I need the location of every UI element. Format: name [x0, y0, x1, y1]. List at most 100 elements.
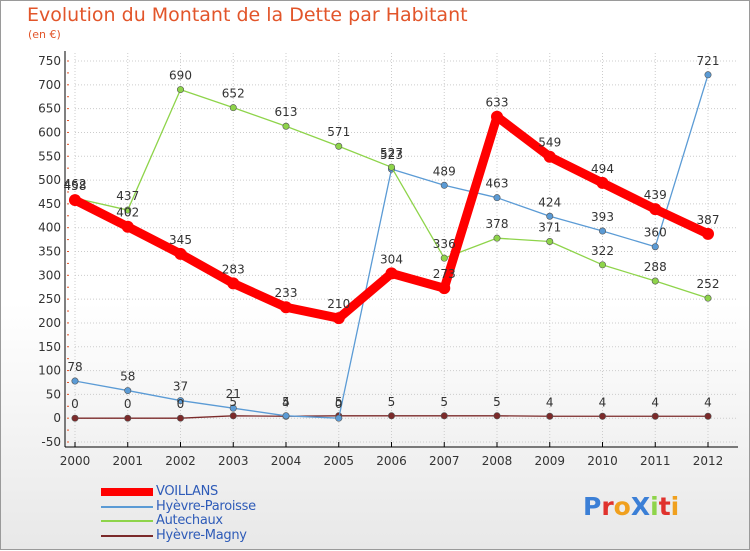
data-label: 402 — [116, 206, 139, 220]
logo-letter: t — [658, 492, 671, 521]
data-label: 273 — [433, 267, 456, 281]
data-point — [335, 142, 343, 150]
data-label: 78 — [67, 360, 82, 374]
data-point — [229, 404, 237, 412]
data-point — [387, 163, 395, 171]
data-point — [702, 227, 714, 240]
data-label: 523 — [380, 148, 403, 162]
legend-swatch — [101, 488, 153, 497]
data-label: 5 — [335, 395, 343, 409]
data-point — [440, 254, 448, 262]
data-label: 371 — [538, 220, 561, 234]
data-label: 288 — [644, 260, 667, 274]
x-tick-label: 2011 — [640, 454, 671, 468]
data-point — [596, 176, 609, 189]
data-point — [598, 261, 606, 269]
data-label: 549 — [538, 136, 561, 150]
data-label: 210 — [327, 297, 350, 311]
proxiti-logo: ProXiti — [583, 492, 679, 521]
chart-subtitle: (en €) — [28, 28, 61, 41]
data-point — [491, 110, 503, 123]
x-tick-label: 2006 — [376, 454, 407, 468]
y-tick-label: 50 — [46, 387, 61, 401]
data-point — [177, 86, 185, 94]
data-label: 721 — [697, 54, 720, 68]
data-label: 5 — [229, 395, 237, 409]
data-point — [546, 212, 554, 220]
x-tick-label: 2005 — [323, 454, 354, 468]
data-label: 4 — [704, 395, 712, 409]
data-label: 233 — [275, 286, 298, 300]
data-point — [124, 387, 132, 395]
x-tick-label: 2004 — [271, 454, 302, 468]
data-label: 458 — [64, 179, 87, 193]
legend-swatch — [101, 534, 153, 537]
data-point — [121, 220, 134, 233]
data-label: 336 — [433, 237, 456, 251]
data-point — [440, 412, 448, 420]
data-label: 424 — [538, 195, 561, 209]
data-label: 437 — [116, 189, 139, 203]
data-point — [71, 377, 79, 385]
y-tick-label: 150 — [38, 340, 61, 354]
data-label: 690 — [169, 69, 192, 83]
data-point — [124, 414, 132, 422]
data-label: 494 — [591, 162, 614, 176]
data-point — [704, 294, 712, 302]
data-label: 613 — [275, 105, 298, 119]
data-point — [649, 203, 662, 216]
data-label: 360 — [644, 226, 667, 240]
data-label: 0 — [124, 397, 132, 411]
data-point — [282, 122, 290, 130]
y-tick-label: 700 — [38, 78, 61, 92]
logo-letter: r — [601, 492, 614, 521]
logo-letter: o — [613, 492, 631, 521]
legend-label: Hyèvre-Magny — [156, 527, 247, 543]
data-point — [438, 282, 451, 295]
legend-label: Autechaux — [156, 513, 223, 528]
data-label: 5 — [282, 395, 290, 409]
legend-swatch — [101, 520, 153, 523]
data-point — [332, 312, 345, 325]
data-label: 4 — [282, 395, 290, 409]
data-point — [598, 227, 606, 235]
y-tick-label: 200 — [38, 316, 61, 330]
data-point — [546, 412, 554, 420]
data-label: 0 — [177, 397, 185, 411]
data-point — [440, 181, 448, 189]
logo-letter: i — [650, 492, 659, 521]
data-label: 21 — [226, 387, 241, 401]
data-point — [227, 277, 240, 290]
data-label: 0 — [71, 397, 79, 411]
x-tick-label: 2008 — [482, 454, 513, 468]
y-tick-label: -50 — [41, 435, 61, 449]
logo-letter: i — [670, 492, 680, 521]
y-tick-label: 300 — [38, 268, 61, 282]
data-point — [651, 412, 659, 420]
legend-label: VOILLANS — [156, 484, 218, 499]
data-label: 462 — [64, 177, 87, 191]
y-tick-label: 350 — [38, 245, 61, 259]
y-tick-label: 650 — [38, 102, 61, 116]
data-point — [387, 412, 395, 420]
y-tick-label: 600 — [38, 125, 61, 139]
data-point — [124, 206, 132, 214]
data-point — [282, 412, 290, 420]
y-tick-label: 750 — [38, 54, 61, 68]
data-label: 322 — [591, 244, 614, 258]
data-label: 304 — [380, 252, 403, 266]
data-label: 571 — [327, 125, 350, 139]
y-tick-label: 100 — [38, 364, 61, 378]
y-tick-label: 250 — [38, 292, 61, 306]
data-point — [385, 267, 398, 280]
data-point — [704, 412, 712, 420]
data-label: 489 — [433, 164, 456, 178]
x-tick-label: 2012 — [693, 454, 724, 468]
data-point — [493, 234, 501, 242]
data-point — [651, 243, 659, 251]
data-label: 378 — [486, 217, 509, 231]
x-tick-label: 2009 — [534, 454, 565, 468]
data-label: 4 — [546, 395, 554, 409]
data-point — [493, 412, 501, 420]
